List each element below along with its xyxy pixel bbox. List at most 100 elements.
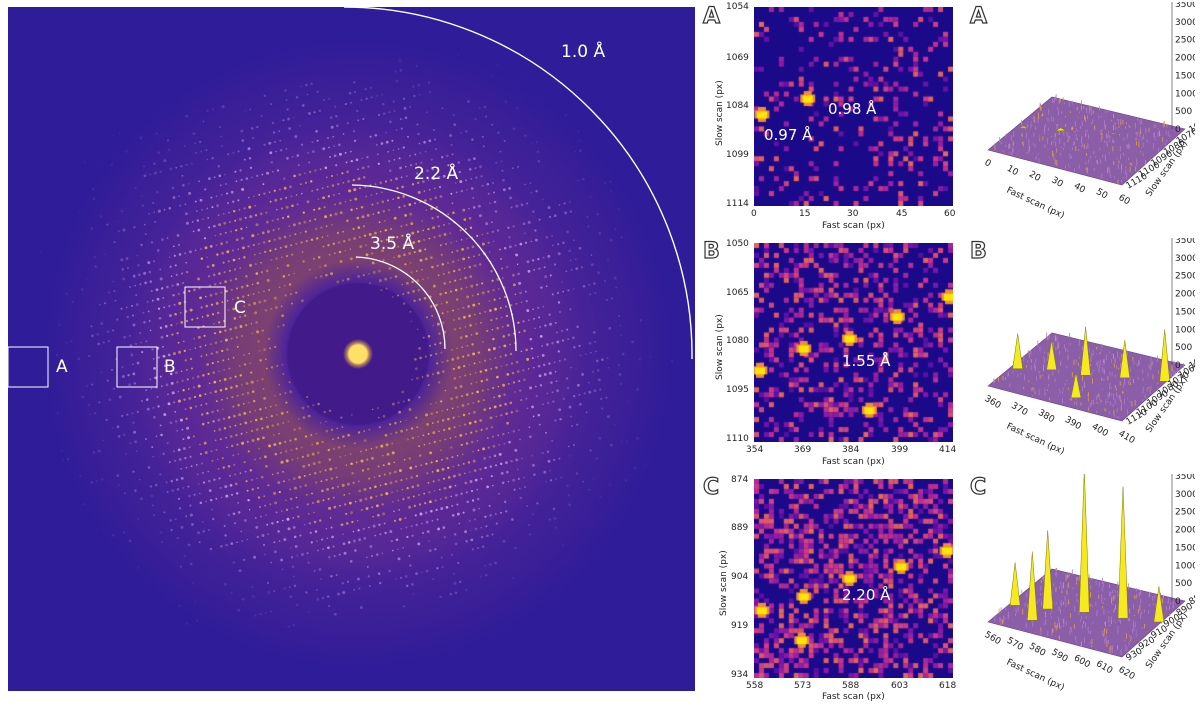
- bragg-spot: [404, 214, 407, 217]
- bragg-spot: [409, 212, 413, 216]
- bragg-spot: [359, 606, 363, 609]
- bragg-spot: [288, 225, 290, 227]
- bragg-spot: [162, 354, 166, 358]
- bragg-spot: [309, 531, 312, 535]
- bragg-spot: [405, 584, 409, 588]
- bragg-spot: [534, 327, 536, 330]
- bragg-spot: [260, 271, 264, 274]
- heatmap-c-ylabel: Slow scan (px): [719, 550, 729, 616]
- bragg-spot: [489, 416, 493, 420]
- bragg-spot: [414, 514, 417, 517]
- bragg-spot: [174, 411, 177, 413]
- bragg-spot: [517, 321, 520, 325]
- bragg-spot: [361, 215, 365, 219]
- bragg-spot: [156, 297, 160, 301]
- bragg-spot: [278, 236, 282, 240]
- bragg-spot: [349, 453, 352, 456]
- bragg-spot: [410, 476, 414, 479]
- bragg-spot: [528, 319, 530, 321]
- bragg-spot: [246, 284, 249, 287]
- bragg-spot: [393, 159, 396, 161]
- bragg-spot: [541, 452, 544, 455]
- bragg-spot: [620, 334, 623, 336]
- bragg-spot: [307, 405, 310, 408]
- bragg-spot: [184, 456, 187, 460]
- bragg-spot: [415, 163, 418, 165]
- bragg-spot: [150, 241, 154, 244]
- bragg-spot: [432, 284, 436, 288]
- bragg-spot: [219, 126, 221, 128]
- bragg-spot: [306, 552, 309, 555]
- bragg-spot: [427, 384, 430, 387]
- bragg-spot: [100, 478, 104, 481]
- bragg-spot: [198, 483, 200, 485]
- bragg-spot: [439, 292, 442, 296]
- bragg-spot: [191, 318, 194, 321]
- bragg-spot: [526, 505, 528, 507]
- bragg-spot: [362, 527, 365, 531]
- bragg-spot: [274, 501, 278, 505]
- bragg-spot: [194, 249, 197, 252]
- bragg-spot: [499, 355, 502, 358]
- bragg-spot: [169, 167, 173, 171]
- bragg-spot: [485, 222, 489, 226]
- bragg-spot: [422, 278, 424, 281]
- bragg-spot: [187, 388, 190, 390]
- bragg-spot: [508, 186, 512, 190]
- bragg-spot: [271, 121, 275, 125]
- bragg-spot: [306, 503, 309, 506]
- bragg-spot: [272, 434, 275, 436]
- surface-x-tick: 0: [983, 158, 993, 170]
- bragg-spot: [379, 581, 382, 585]
- bragg-spot: [176, 332, 179, 335]
- bragg-spot: [279, 197, 283, 201]
- bragg-spot: [405, 223, 408, 226]
- bragg-spot: [329, 116, 333, 120]
- box-label-a: A: [56, 357, 68, 377]
- surface-x-tick: 30: [1050, 175, 1065, 190]
- bragg-spot: [326, 488, 329, 491]
- bragg-spot: [300, 183, 302, 185]
- bragg-spot: [404, 116, 408, 120]
- bragg-spot: [174, 264, 177, 267]
- bragg-spot: [232, 200, 235, 203]
- bragg-spot: [121, 268, 124, 271]
- bragg-spot: [261, 534, 265, 537]
- bragg-spot: [494, 561, 497, 565]
- bragg-spot: [253, 195, 255, 198]
- surface-z-tick: 2000: [1175, 54, 1195, 64]
- bragg-spot: [327, 497, 330, 500]
- bragg-spot: [278, 441, 282, 445]
- bragg-spot: [178, 301, 182, 305]
- bragg-spot: [468, 364, 471, 366]
- bragg-spot: [369, 496, 373, 499]
- bragg-spot: [491, 230, 494, 233]
- bragg-spot: [132, 470, 135, 473]
- bragg-spot: [617, 207, 621, 211]
- bragg-spot: [515, 302, 518, 305]
- bragg-spot: [478, 107, 481, 110]
- heatmap-b-ytick: 1050: [726, 239, 749, 249]
- bragg-spot: [599, 388, 602, 391]
- bragg-spot: [352, 481, 355, 484]
- heatmap-b-xtick: 354: [746, 445, 764, 455]
- bragg-spot: [154, 220, 157, 224]
- bragg-spot: [558, 408, 562, 412]
- bragg-spot: [183, 144, 186, 147]
- bragg-spot: [288, 283, 292, 286]
- bragg-spot: [363, 488, 367, 491]
- bragg-spot: [301, 104, 305, 107]
- surface-z-tick: 2500: [1175, 508, 1195, 518]
- bragg-spot: [277, 227, 280, 230]
- heatmap-b-ylabel: Slow scan (px): [715, 314, 725, 380]
- bragg-spot: [221, 145, 223, 147]
- bragg-spot: [102, 439, 105, 442]
- bragg-spot: [241, 597, 245, 601]
- bragg-spot: [526, 260, 530, 264]
- bragg-spot: [418, 396, 421, 399]
- bragg-spot: [348, 492, 351, 495]
- bragg-spot: [58, 324, 61, 326]
- bragg-spot: [239, 325, 243, 328]
- bragg-spot: [324, 469, 327, 472]
- bragg-spot: [270, 161, 273, 164]
